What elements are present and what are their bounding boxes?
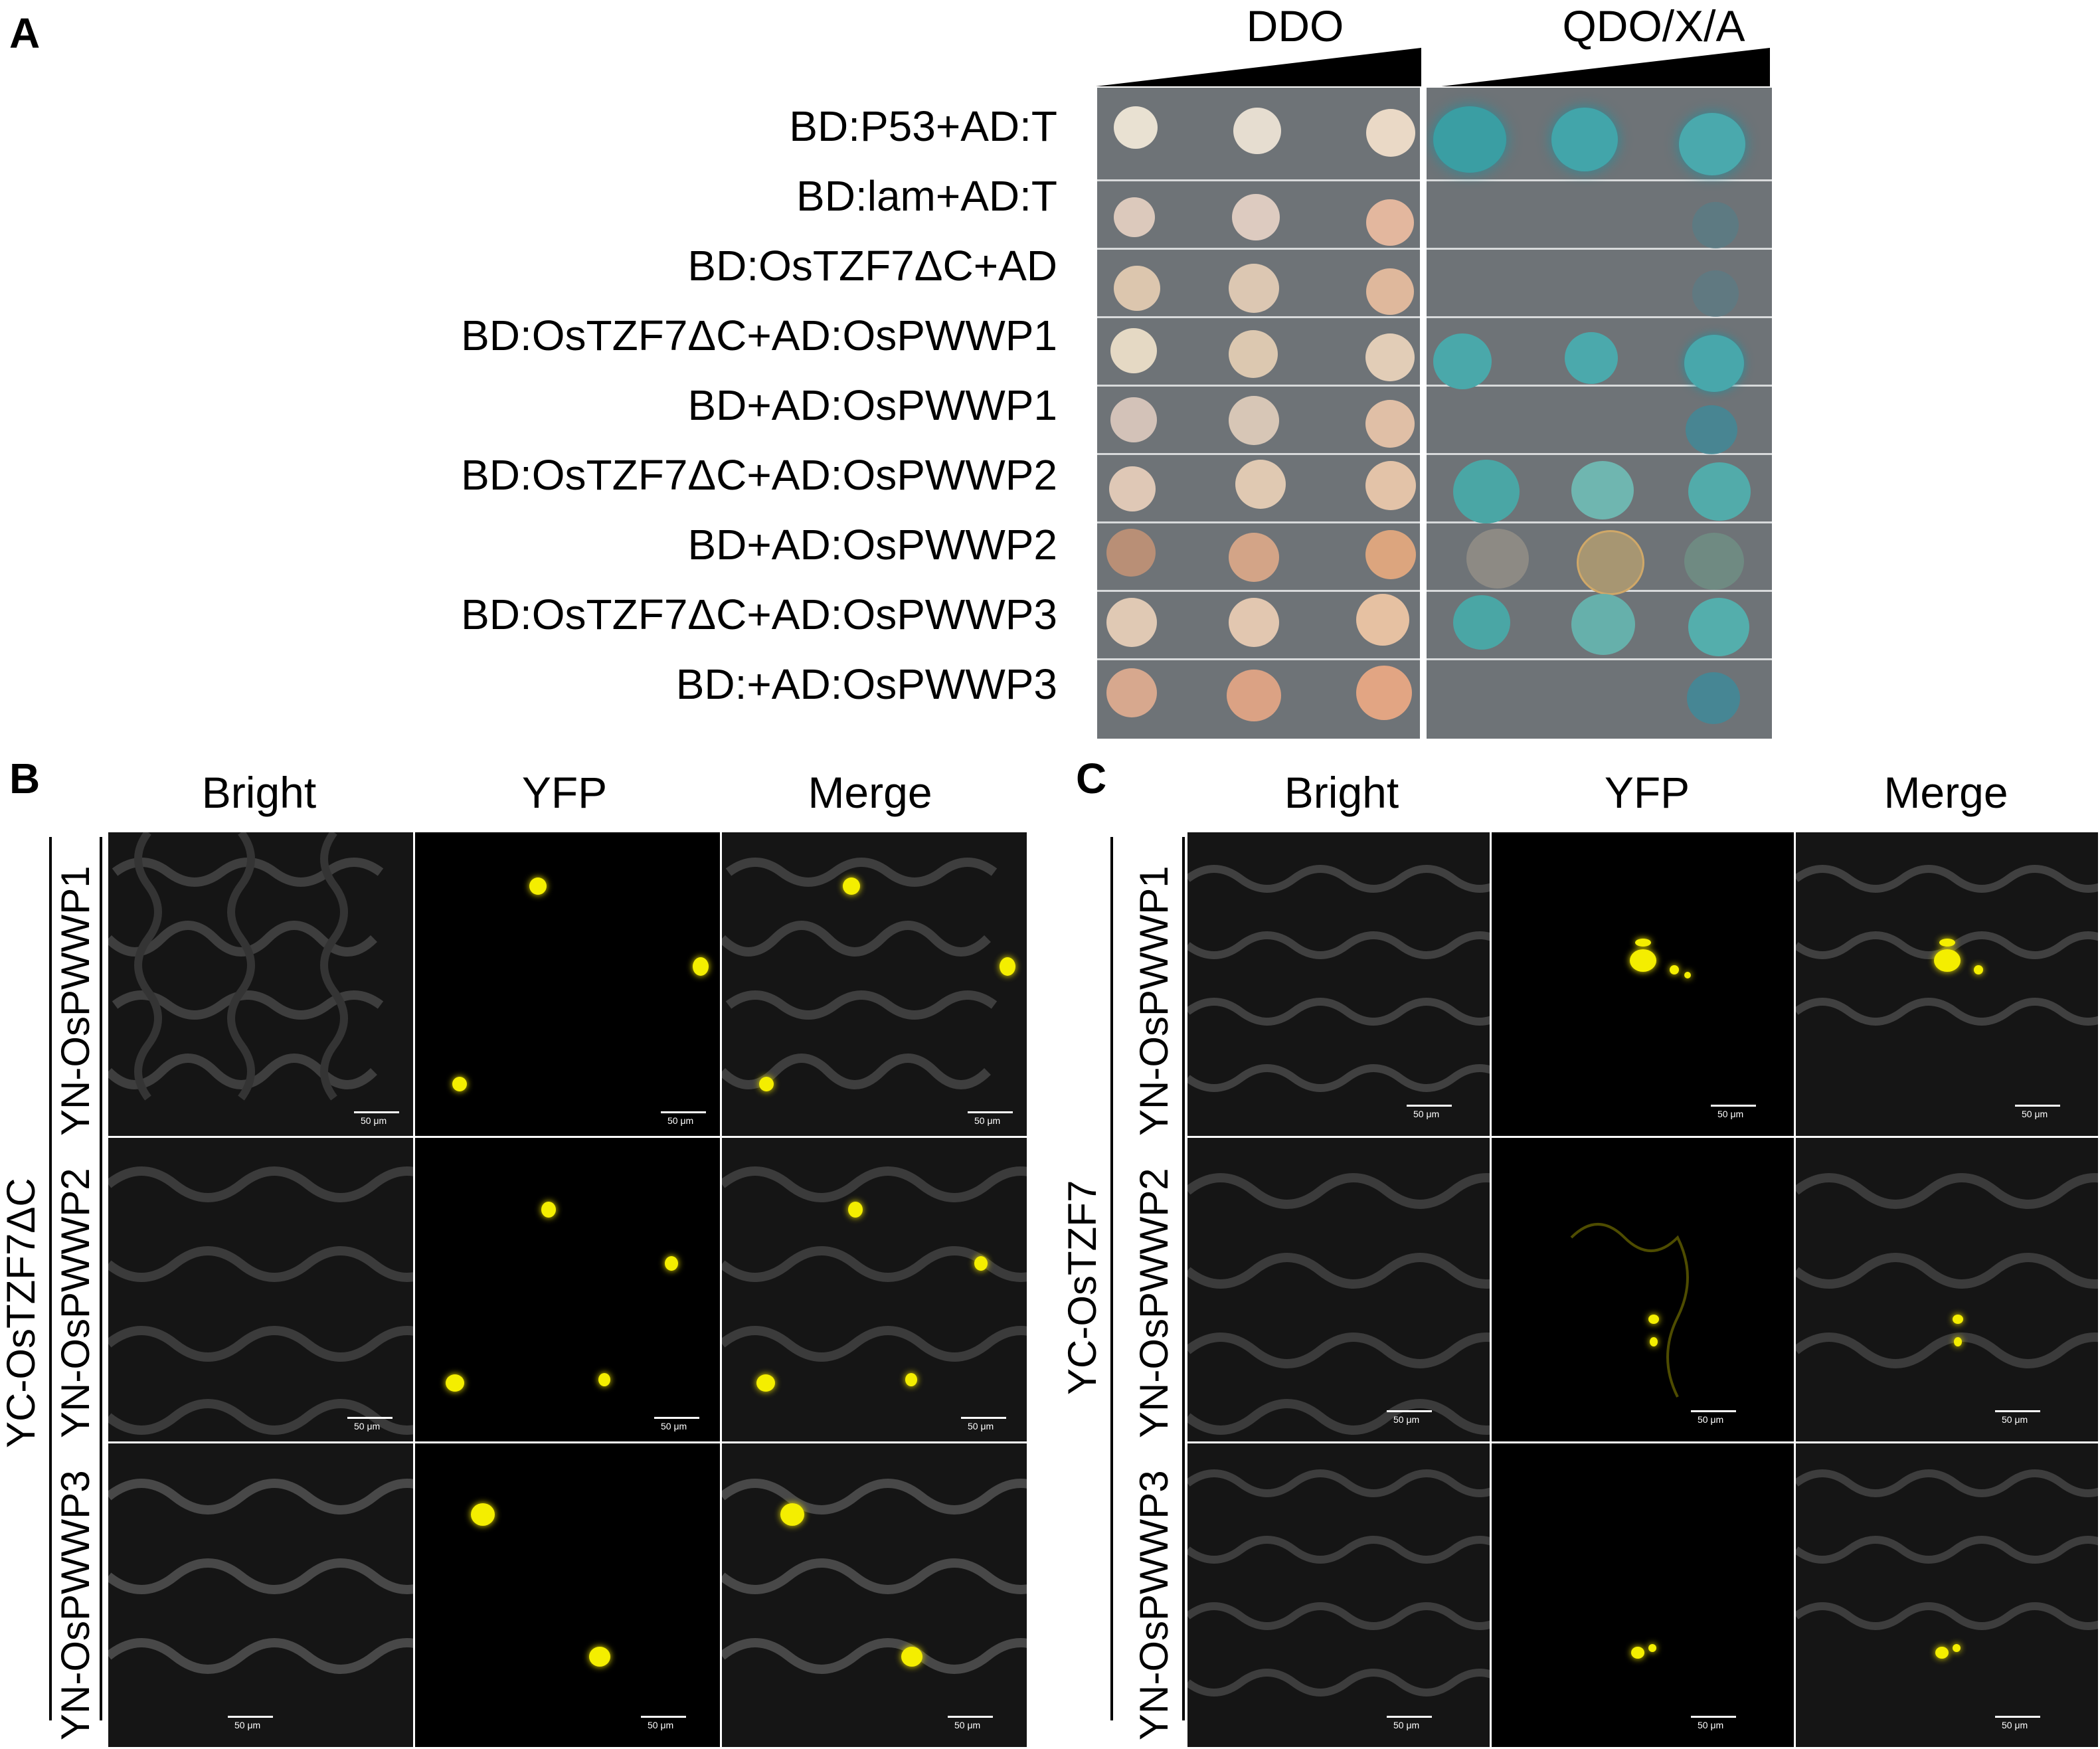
y2h-row-label: BD+AD:OsPWWP1 [687, 381, 1057, 429]
scale-bar-label: 50 μm [648, 1720, 674, 1730]
scale-bar-label: 50 μm [1698, 1720, 1724, 1730]
y2h-row-label: BD:OsTZF7ΔC+AD:OsPWWP3 [461, 591, 1057, 638]
row-label-pwwp1: YN-OsPWWP1 [53, 866, 98, 1136]
y2h-row-label: BD:+AD:OsPWWP3 [675, 660, 1057, 708]
col-header-yfp: YFP [521, 768, 608, 817]
scale-bar-label: 50 μm [661, 1421, 687, 1431]
yfp-image: 50 μm [415, 832, 722, 1138]
condition-label-ddo: DDO [1246, 1, 1344, 50]
row-bracket-line [100, 837, 102, 1720]
merge-image: 50 μm [1796, 1443, 2100, 1749]
scale-bar-label: 50 μm [2002, 1720, 2028, 1730]
scale-bar-label: 50 μm [234, 1720, 261, 1730]
col-header-bright: Bright [201, 768, 317, 817]
ddo-dilution-wedge [1096, 48, 1421, 86]
scale-bar-label: 50 μm [968, 1421, 994, 1431]
row-label-pwwp2: YN-OsPWWP2 [1132, 1168, 1176, 1438]
col-header-merge: Merge [808, 768, 932, 817]
scale-bar-label: 50 μm [954, 1720, 981, 1730]
row-label-pwwp2: YN-OsPWWP2 [53, 1168, 98, 1438]
col-header-bright: Bright [1284, 768, 1399, 817]
yfp-image: 50 μm [1492, 1443, 1796, 1749]
panel-letter-c: C [1076, 755, 1107, 802]
yfp-image: 50 μm [1492, 832, 1796, 1138]
merge-image: 50 μm [1796, 832, 2100, 1138]
yfp-image: 50 μm [415, 1138, 722, 1443]
condition-label-qdo: QDO/X/A [1562, 1, 1745, 50]
scale-bar-label: 50 μm [1393, 1414, 1420, 1425]
dilution-wedges [1096, 48, 1770, 86]
col-header-merge: Merge [1883, 768, 2008, 817]
scale-bar-label: 50 μm [354, 1421, 381, 1431]
qdo-dilution-wedge [1441, 48, 1770, 86]
panel-letter-b: B [9, 755, 41, 802]
merge-image: 50 μm [722, 832, 1029, 1138]
bright-image: 50 μm [1187, 1443, 1492, 1749]
scale-bar-label: 50 μm [1393, 1720, 1420, 1730]
ddo-plate-image [1097, 88, 1420, 739]
y2h-row-label: BD:OsTZF7ΔC+AD [687, 242, 1057, 290]
row-label-pwwp1: YN-OsPWWP1 [1132, 866, 1176, 1136]
bright-image: 50 μm [108, 1138, 415, 1443]
bright-image: 50 μm [108, 1443, 415, 1749]
bright-image: 50 μm [108, 832, 415, 1138]
group-label-yc-ostzf7: YC-OsTZF7 [1060, 1180, 1104, 1395]
row-bracket-line [1182, 837, 1185, 1720]
merge-image: 50 μm [1796, 1138, 2100, 1443]
y2h-row-label: BD+AD:OsPWWP2 [687, 521, 1057, 569]
scale-bar-label: 50 μm [1413, 1109, 1440, 1119]
scale-bar-label: 50 μm [1717, 1109, 1744, 1119]
y2h-row-label: BD:OsTZF7ΔC+AD:OsPWWP1 [461, 312, 1057, 359]
bright-image: 50 μm [1187, 832, 1492, 1138]
group-bracket-line [49, 837, 52, 1720]
scale-bar-label: 50 μm [361, 1115, 387, 1126]
y2h-row-label: BD:OsTZF7ΔC+AD:OsPWWP2 [461, 451, 1057, 499]
panel-letter-a: A [9, 9, 41, 57]
group-label-yc-ostzf7dc: YC-OsTZF7ΔC [0, 1178, 43, 1448]
yfp-image: 50 μm [1492, 1138, 1796, 1443]
scale-bar-label: 50 μm [667, 1115, 694, 1126]
scale-bar-label: 50 μm [1698, 1414, 1724, 1425]
col-header-yfp: YFP [1604, 768, 1690, 817]
scale-bar-label: 50 μm [974, 1115, 1001, 1126]
row-label-pwwp3: YN-OsPWWP3 [1132, 1470, 1176, 1740]
row-label-pwwp3: YN-OsPWWP3 [53, 1470, 98, 1740]
scale-bar-label: 50 μm [2002, 1414, 2028, 1425]
merge-image: 50 μm [722, 1443, 1029, 1749]
y2h-row-label: BD:lam+AD:T [796, 172, 1057, 220]
yfp-image: 50 μm [415, 1443, 722, 1749]
scale-bar-label: 50 μm [2022, 1109, 2048, 1119]
qdo-plate-image [1427, 88, 1772, 739]
merge-image: 50 μm [722, 1138, 1029, 1443]
group-bracket-line [1110, 837, 1113, 1720]
y2h-row-label: BD:P53+AD:T [789, 102, 1057, 150]
bright-image: 50 μm [1187, 1138, 1492, 1443]
